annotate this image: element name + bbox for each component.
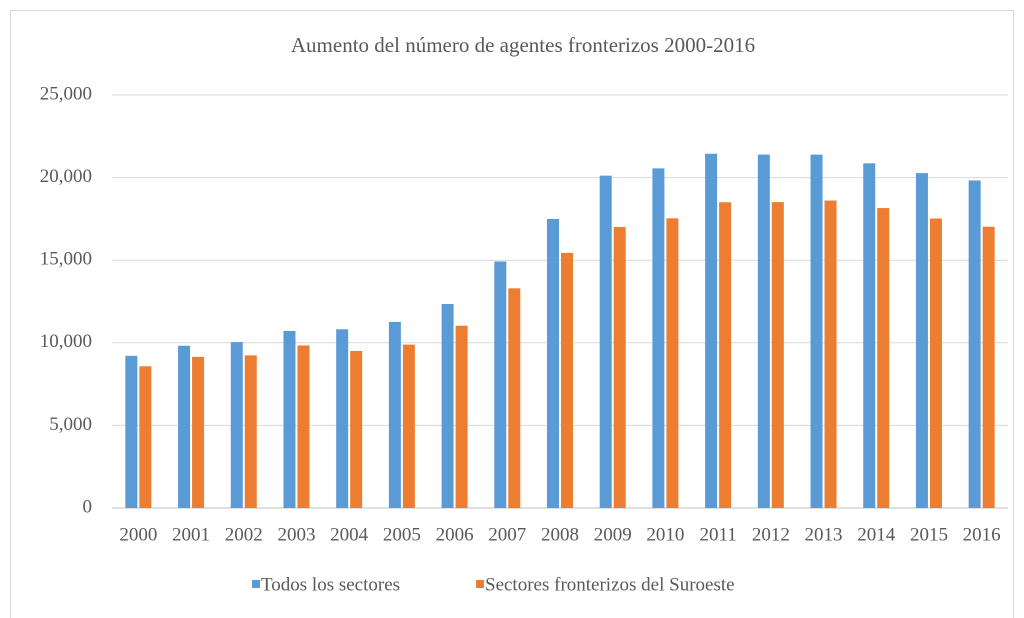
bar [547, 218, 559, 509]
bar [508, 288, 521, 508]
x-tick-label: 2002 [225, 524, 263, 545]
bar [350, 350, 363, 508]
bar [757, 154, 770, 509]
x-tick-label: 2009 [594, 524, 632, 545]
y-tick-label: 25,000 [40, 83, 92, 104]
x-tick-label: 2016 [963, 524, 1001, 545]
x-tick-label: 2013 [805, 524, 843, 545]
bar [139, 366, 152, 508]
bar [125, 355, 138, 508]
legend-label: Todos los sectores [261, 574, 400, 595]
bar [666, 218, 679, 509]
bar [599, 175, 612, 508]
chart-frame [10, 10, 1014, 618]
bar [178, 345, 191, 508]
bar [192, 356, 205, 508]
bar [455, 325, 468, 508]
bar [863, 163, 876, 508]
bar [877, 208, 890, 509]
x-tick-label: 2008 [541, 524, 579, 545]
bar [982, 226, 995, 509]
y-tick-label: 10,000 [40, 331, 92, 352]
bar [230, 342, 243, 508]
bar [494, 261, 507, 508]
bar [402, 344, 415, 508]
bar [824, 200, 837, 509]
x-tick-label: 2005 [383, 524, 421, 545]
bar [244, 355, 257, 508]
bar [388, 321, 401, 508]
x-tick-label: 2004 [330, 524, 369, 545]
x-tick-label: 2007 [488, 524, 526, 545]
y-tick-label: 15,000 [40, 249, 92, 270]
legend-swatch [476, 580, 484, 588]
chart-title: Aumento del número de agentes fronterizo… [291, 33, 755, 57]
bar [652, 168, 665, 508]
bar [561, 252, 573, 508]
bar [915, 173, 928, 509]
bar [336, 329, 349, 508]
x-tick-label: 2001 [172, 524, 210, 545]
y-tick-label: 0 [83, 496, 93, 517]
x-tick-label: 2000 [119, 524, 157, 545]
bar [810, 154, 823, 509]
bar [929, 218, 942, 508]
legend-label: Sectores fronterizos del Suroeste [485, 574, 735, 595]
x-tick-label: 2014 [857, 524, 896, 545]
bar [968, 180, 981, 508]
x-tick-label: 2012 [752, 524, 790, 545]
legend-swatch [252, 580, 260, 588]
bar [613, 226, 626, 509]
y-tick-label: 20,000 [40, 166, 92, 187]
bar [771, 202, 784, 509]
x-tick-label: 2003 [277, 524, 315, 545]
bar [705, 153, 718, 508]
x-tick-label: 2010 [646, 524, 684, 545]
x-tick-label: 2011 [699, 524, 736, 545]
bar [297, 345, 310, 508]
y-tick-label: 5,000 [49, 414, 92, 435]
bar [719, 202, 732, 508]
x-tick-label: 2015 [910, 524, 948, 545]
bar [441, 303, 454, 508]
bar [283, 330, 296, 508]
x-tick-label: 2006 [436, 524, 474, 545]
